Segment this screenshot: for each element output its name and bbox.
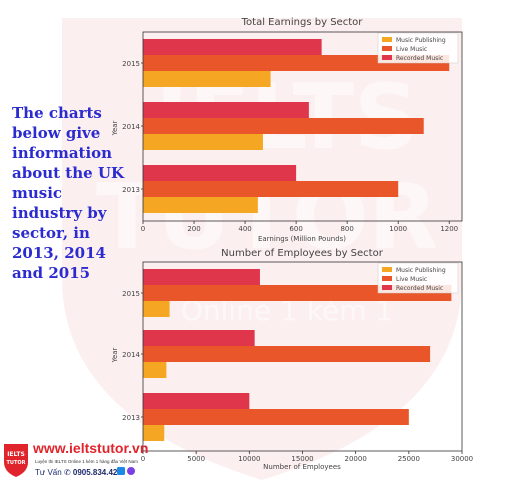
x-tick-label-200: 200: [187, 225, 200, 233]
x-tick-label-1000: 1000: [389, 225, 407, 233]
bar-live-music-2013: [143, 181, 399, 197]
site-tagline: Luyện thi IELTS Online 1 kèm 1 hàng đầu …: [35, 459, 138, 464]
legend-swatch-music-publishing: [382, 37, 392, 42]
legend-label-live-music: Live Music: [396, 46, 427, 53]
chart-title: Number of Employees by Sector: [221, 248, 384, 259]
bar-recorded-music-2015: [143, 39, 322, 55]
legend-label-recorded-music: Recorded Music: [396, 55, 443, 62]
x-tick-label-800: 800: [340, 225, 353, 233]
contact-line: Tư Vấn ✆ 0905.834.420: [35, 468, 122, 477]
ieltstutor-logo: IELTS TUTOR: [4, 444, 28, 477]
messenger-icon: [127, 467, 135, 475]
bar-recorded-music-2015: [143, 269, 260, 285]
y-axis-label: Year: [111, 347, 119, 363]
chat-icon: [117, 467, 125, 475]
x-tick-label-1200: 1200: [440, 225, 458, 233]
messenger-icons[interactable]: [117, 466, 137, 476]
svg-text:IELTS: IELTS: [7, 451, 25, 458]
x-tick-label-20000: 20000: [345, 455, 367, 463]
y-tick-label-2013: 2013: [122, 186, 140, 194]
plot-frame: [142, 31, 463, 222]
earnings-chart: Total Earnings by Sector Year Earnings (…: [111, 17, 463, 243]
x-axis-label: Earnings (Million Pounds): [258, 235, 346, 243]
phone-number[interactable]: 0905.834.420: [72, 468, 122, 477]
x-tick-label-25000: 25000: [398, 455, 420, 463]
x-axis-label: Number of Employees: [263, 463, 341, 471]
contact-label: Tư Vấn: [35, 468, 62, 477]
y-axis-label: Year: [111, 120, 119, 136]
bar-music-publishing-2014: [143, 134, 263, 150]
bar-recorded-music-2014: [143, 330, 255, 346]
x-tick-label-30000: 30000: [451, 455, 473, 463]
legend-swatch-recorded-music: [382, 55, 392, 60]
y-tick-label-2015: 2015: [122, 290, 140, 298]
x-tick-label-0: 0: [141, 455, 145, 463]
bar-music-publishing-2015: [143, 301, 170, 317]
bar-music-publishing-2015: [143, 71, 271, 87]
legend-swatch-music-publishing: [382, 267, 392, 272]
y-tick-label-2013: 2013: [122, 414, 140, 422]
legend-label-live-music: Live Music: [396, 276, 427, 283]
bar-live-music-2015: [143, 285, 452, 301]
legend-label-recorded-music: Recorded Music: [396, 285, 443, 292]
chart-title: Total Earnings by Sector: [241, 17, 364, 28]
bar-music-publishing-2014: [143, 362, 167, 378]
x-tick-label-400: 400: [238, 225, 251, 233]
bar-music-publishing-2013: [143, 197, 258, 213]
bar-live-music-2013: [143, 409, 409, 425]
legend-swatch-live-music: [382, 46, 392, 51]
intro-text: The charts below give information about …: [12, 104, 124, 282]
site-url[interactable]: www.ieltstutor.vn: [33, 440, 149, 456]
bar-recorded-music-2014: [143, 102, 309, 118]
y-tick-label-2014: 2014: [122, 123, 140, 131]
x-tick-label-0: 0: [141, 225, 145, 233]
x-tick-label-600: 600: [289, 225, 302, 233]
x-tick-label-5000: 5000: [187, 455, 205, 463]
bar-live-music-2015: [143, 55, 450, 71]
bar-music-publishing-2013: [143, 425, 165, 441]
bar-live-music-2014: [143, 118, 424, 134]
legend-label-music-publishing: Music Publishing: [396, 267, 446, 274]
legend-label-music-publishing: Music Publishing: [396, 37, 446, 44]
bar-recorded-music-2013: [143, 165, 297, 181]
svg-text:TUTOR: TUTOR: [7, 460, 26, 466]
x-tick-label-10000: 10000: [238, 455, 260, 463]
phone-icon: ✆: [63, 468, 71, 477]
y-tick-label-2014: 2014: [122, 351, 140, 359]
bar-recorded-music-2013: [143, 393, 250, 409]
bar-live-music-2014: [143, 346, 431, 362]
legend-swatch-recorded-music: [382, 285, 392, 290]
legend-swatch-live-music: [382, 276, 392, 281]
y-tick-label-2015: 2015: [122, 60, 140, 68]
x-tick-label-15000: 15000: [291, 455, 313, 463]
